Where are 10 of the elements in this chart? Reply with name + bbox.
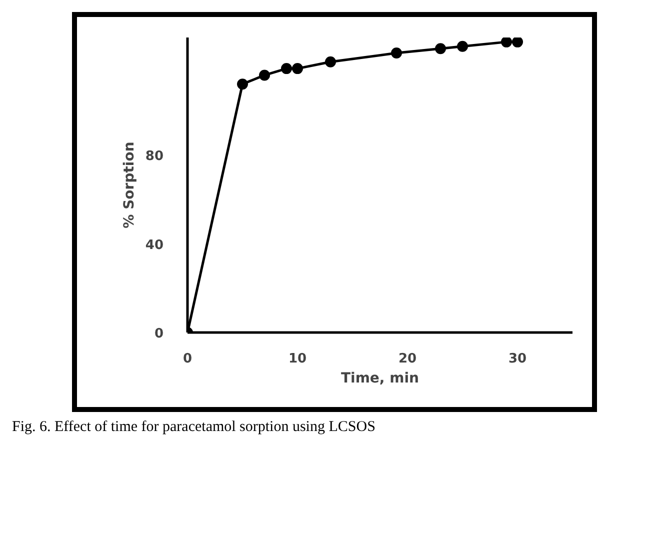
x-tick-label: 20: [398, 352, 417, 366]
x-axis-title: Time, min: [341, 370, 419, 386]
caption: Fig. 6. Effect of time for paracetamol sorption using LCSOS: [12, 418, 376, 437]
y-tick-label: 40: [145, 238, 164, 253]
x-tick-label: 0: [182, 352, 192, 366]
y-axis-title: % Sorption: [121, 142, 138, 228]
y-tick-label: 80: [145, 149, 164, 164]
x-tick-label: 30: [508, 352, 527, 366]
y-tick-label: 0: [154, 326, 164, 342]
x-tick-label: 10: [288, 352, 307, 366]
